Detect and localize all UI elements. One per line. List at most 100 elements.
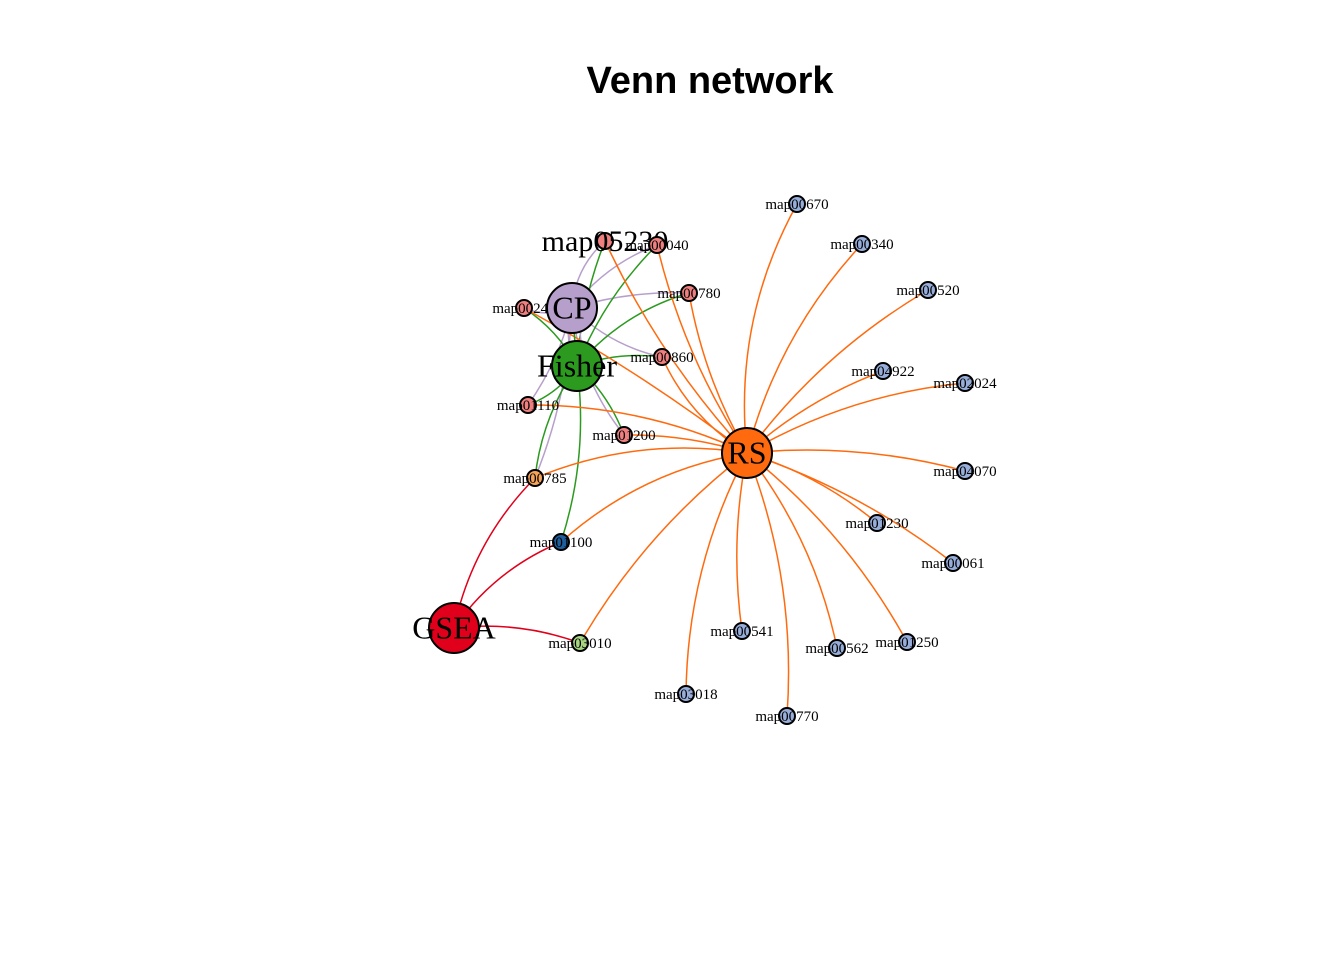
pathway-node-map01110[interactable]: map01110 (497, 396, 559, 414)
edge-rs-map00541 (736, 452, 748, 632)
edge-rs-map04070 (746, 449, 966, 472)
edge-rs-map01100 (560, 452, 748, 543)
pathway-label-map00670: map00670 (765, 197, 828, 213)
pathway-node-map01100[interactable]: map01100 (530, 533, 593, 551)
pathway-node-map00541[interactable]: map00541 (710, 622, 774, 640)
pathway-node-map03010[interactable]: map03010 (548, 634, 612, 652)
edge-rs-map01110 (527, 404, 748, 454)
pathway-label-map02024: map02024 (933, 376, 997, 392)
pathway-node-map00860[interactable]: map00860 (630, 348, 694, 366)
edge-rs-map00562 (746, 452, 838, 649)
pathway-node-map04922[interactable]: map04922 (851, 362, 915, 380)
pathway-circle-map01200 (615, 426, 633, 444)
pathway-label-map01100: map01100 (530, 535, 593, 551)
pathway-node-map04070[interactable]: map04070 (933, 462, 997, 480)
pathway-circle-map04922 (874, 362, 892, 380)
pathway-node-map01250[interactable]: map01250 (875, 633, 939, 651)
pathway-circle-map00520 (919, 281, 937, 299)
pathway-label-map00340: map00340 (830, 237, 893, 253)
pathway-label-map05230: map05230 (542, 225, 669, 258)
pathway-label-map04070: map04070 (933, 464, 996, 480)
pathway-node-map01200[interactable]: map01200 (592, 426, 656, 444)
edge-rs-map00770 (746, 452, 790, 717)
pathway-label-map00240: map00240 (492, 301, 555, 317)
edge-rs-map00040 (656, 244, 748, 454)
pathway-label-map01250: map01250 (875, 635, 938, 651)
pathway-circle-map00340 (853, 235, 871, 253)
pathway-node-map00061[interactable]: map00061 (921, 554, 985, 572)
pathway-circle-map00860 (653, 348, 671, 366)
pathway-node-map01230[interactable]: map01230 (845, 514, 909, 532)
pathway-circle-map01110 (519, 396, 537, 414)
pathway-circle-map00240 (515, 299, 533, 317)
pathway-node-map05230[interactable]: map05230 (542, 225, 669, 258)
pathway-node-map00770[interactable]: map00770 (755, 707, 819, 725)
hub-label-gsea: GSEA (412, 610, 496, 646)
pathway-node-map00562[interactable]: map00562 (805, 639, 869, 657)
pathway-circle-map01100 (552, 533, 570, 551)
pathway-node-map00670[interactable]: map00670 (765, 195, 829, 213)
edge-rs-map02024 (746, 382, 966, 454)
pathway-circle-map01250 (898, 633, 916, 651)
pathway-circle-map00040 (648, 236, 666, 254)
hub-circle-gsea (428, 602, 480, 654)
hub-label-cp: CP (552, 290, 591, 326)
pathway-node-map02024[interactable]: map02024 (933, 374, 997, 392)
hub-circle-rs (721, 427, 773, 479)
hub-circle-cp (546, 282, 598, 334)
pathway-circle-map02024 (956, 374, 974, 392)
pathway-node-map00785[interactable]: map00785 (503, 469, 567, 487)
pathway-circle-map00670 (788, 195, 806, 213)
pathway-node-map00040[interactable]: map00040 (625, 236, 689, 254)
edge-fisher-map01100 (560, 365, 582, 543)
pathway-label-map00562: map00562 (805, 641, 868, 657)
hub-node-cp[interactable]: CP (546, 282, 598, 334)
pathway-label-map03018: map03018 (654, 687, 717, 703)
edge-rs-map05230 (604, 240, 748, 454)
pathway-circle-map05230 (596, 232, 614, 250)
pathway-node-map00780[interactable]: map00780 (657, 284, 721, 302)
hub-circle-fisher (551, 340, 603, 392)
pathway-label-map04922: map04922 (851, 364, 914, 380)
pathway-label-map03010: map03010 (548, 636, 611, 652)
pathway-circle-map01230 (868, 514, 886, 532)
hub-node-fisher[interactable]: Fisher (537, 340, 617, 392)
hub-node-gsea[interactable]: GSEA (412, 602, 496, 654)
pathway-circle-map00562 (828, 639, 846, 657)
pathway-node-map00240[interactable]: map00240 (492, 299, 556, 317)
pathway-label-map00040: map00040 (625, 238, 688, 254)
pathway-circle-map00785 (526, 469, 544, 487)
pathway-circle-map00780 (680, 284, 698, 302)
hub-node-rs[interactable]: RS (721, 427, 773, 479)
pathway-circle-map03010 (571, 634, 589, 652)
pathway-label-map00541: map00541 (710, 624, 773, 640)
pathway-label-map01230: map01230 (845, 516, 908, 532)
pathway-circle-map04070 (956, 462, 974, 480)
edge-rs-map00061 (746, 452, 954, 564)
edge-rs-map01250 (746, 452, 908, 643)
pathway-node-map03018[interactable]: map03018 (654, 685, 718, 703)
edge-rs-map03018 (685, 452, 748, 695)
hub-label-fisher: Fisher (537, 348, 617, 384)
edge-rs-map00670 (743, 203, 798, 454)
edge-rs-map00785 (534, 447, 748, 479)
pathway-circle-map00541 (733, 622, 751, 640)
pathway-label-map00860: map00860 (630, 350, 693, 366)
pathway-label-map00061: map00061 (921, 556, 984, 572)
pathway-circle-map00770 (778, 707, 796, 725)
pathway-circle-map00061 (944, 554, 962, 572)
edge-rs-map00520 (746, 289, 929, 454)
pathway-label-map00770: map00770 (755, 709, 818, 725)
pathway-node-map00340[interactable]: map00340 (830, 235, 894, 253)
pathway-label-map00780: map00780 (657, 286, 720, 302)
edge-rs-map03010 (579, 452, 748, 644)
figure-title: Venn network (586, 60, 834, 102)
pathway-label-map00785: map00785 (503, 471, 566, 487)
edge-rs-map00340 (746, 243, 863, 454)
pathway-label-map01110: map01110 (497, 398, 559, 414)
pathway-node-map00520[interactable]: map00520 (896, 281, 960, 299)
hub-label-rs: RS (727, 435, 766, 471)
